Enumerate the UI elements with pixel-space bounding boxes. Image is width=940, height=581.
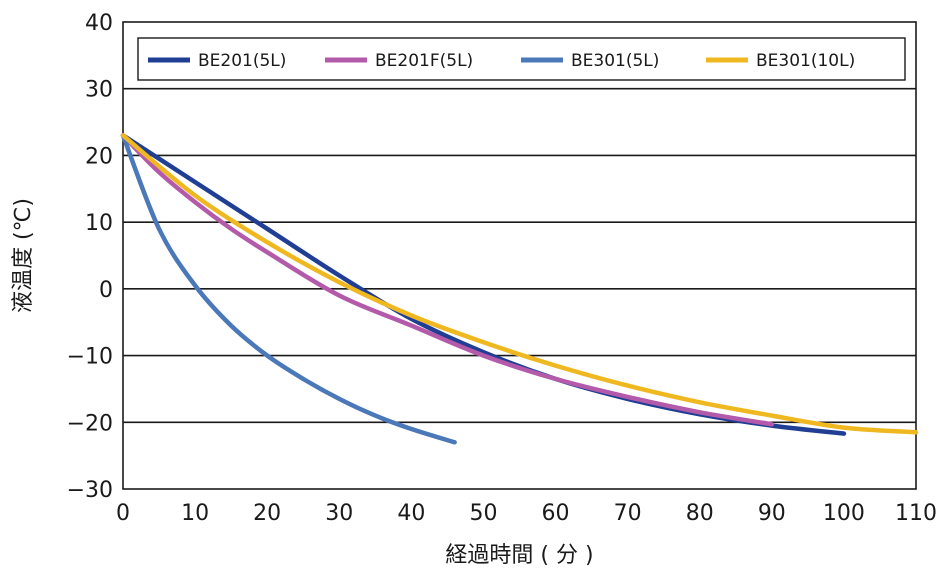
y-tick-label: 10 bbox=[85, 211, 113, 236]
legend: BE201(5L) BE201F(5L) BE301(5L) BE301(10L) bbox=[137, 37, 906, 81]
x-tick-label: 0 bbox=[116, 501, 130, 526]
legend-label-2: BE301(5L) bbox=[571, 51, 659, 71]
x-tick-label: 40 bbox=[397, 501, 425, 526]
gridlines bbox=[123, 87, 916, 424]
x-tick-label: 10 bbox=[181, 501, 209, 526]
x-tick-label: 90 bbox=[758, 501, 786, 526]
legend-label-0: BE201(5L) bbox=[198, 51, 286, 71]
y-tick-label: 20 bbox=[85, 144, 113, 169]
y-tick-label: 40 bbox=[85, 11, 113, 36]
x-tick-label: 50 bbox=[469, 501, 497, 526]
x-axis-title: 経過時間 ( 分 ) bbox=[445, 543, 593, 568]
x-tick-label: 60 bbox=[542, 501, 570, 526]
y-tick-label: −30 bbox=[67, 478, 113, 503]
y-tick-label: −20 bbox=[67, 411, 113, 436]
y-tick-label: 0 bbox=[99, 278, 113, 303]
series-line-0 bbox=[120, 133, 847, 436]
x-tick-label: 20 bbox=[253, 501, 281, 526]
series-line-3 bbox=[120, 133, 919, 435]
y-tick-label: 30 bbox=[85, 78, 113, 103]
series-line-2 bbox=[120, 133, 457, 445]
y-tick-label: −10 bbox=[67, 345, 113, 370]
series-lines bbox=[120, 133, 919, 445]
plot-frame bbox=[122, 21, 917, 490]
y-tick-labels: −30 −20 −10 0 10 20 30 40 bbox=[67, 11, 113, 503]
legend-label-3: BE301(10L) bbox=[756, 51, 855, 71]
x-tick-label: 70 bbox=[614, 501, 642, 526]
x-tick-labels: 0 10 20 30 40 50 60 70 80 90 100 110 bbox=[116, 501, 937, 526]
x-tick-label: 30 bbox=[325, 501, 353, 526]
x-tick-label: 80 bbox=[686, 501, 714, 526]
legend-label-1: BE201F(5L) bbox=[375, 51, 473, 71]
x-tick-label: 110 bbox=[895, 501, 937, 526]
y-axis-title: 液温度 (℃) bbox=[11, 198, 36, 313]
series-line-1 bbox=[120, 133, 775, 427]
x-tick-label: 100 bbox=[823, 501, 865, 526]
